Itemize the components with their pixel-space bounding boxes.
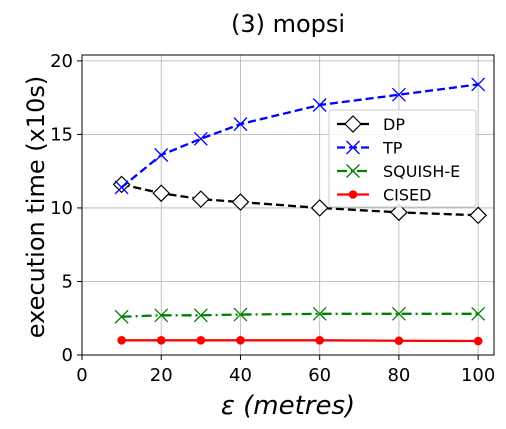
y-tick-label: 0 [62,345,73,366]
data-point [191,190,210,208]
legend-label: CISED [383,186,431,205]
data-point [233,117,248,132]
data-point [154,308,169,323]
data-point [391,306,406,321]
data-point [473,336,483,346]
data-point [156,335,166,345]
data-point [312,98,327,112]
data-point [112,175,131,194]
x-tick-label: 0 [76,365,87,386]
data-point [231,193,250,211]
data-point [469,206,488,225]
data-point [117,335,126,345]
legend-item: DP [337,115,405,134]
series-cised [117,335,483,346]
data-point [315,335,324,345]
legend-box [328,109,477,208]
data-point [114,309,129,324]
legend-marker [346,140,360,155]
y-tick-label: 20 [50,51,73,72]
legend-label: SQUISH-E [383,162,460,181]
data-point [390,203,408,222]
legend-item: CISED [337,186,431,205]
x-axis-label: ε (metres) [221,391,355,421]
data-point [471,77,486,92]
data-point [196,335,206,345]
x-axis-ticks: 0 20 40 60 80 100 [76,355,495,386]
data-point [193,308,208,323]
x-tick-label: 60 [308,365,331,386]
chart-title: (3) mopsi [231,10,345,38]
data-point [152,184,171,203]
x-tick-label: 40 [229,365,252,386]
x-tick-label: 100 [461,365,495,386]
plot-frame [81,54,495,356]
legend-item: SQUISH-E [337,162,460,181]
data-point [154,148,169,162]
series-line [121,312,479,318]
data-point [310,199,329,217]
y-axis-label: execution time (x10s) [22,76,50,338]
x-tick-label: 80 [387,365,410,386]
y-tick-label: 5 [62,271,73,292]
data-point [233,307,248,322]
x-tick-label: 20 [150,365,173,386]
data-point [193,131,208,146]
data-point [114,180,129,195]
legend-label: DP [383,115,405,134]
legend-marker [344,115,362,133]
series-line [121,339,479,343]
legend-label: TP [382,139,403,158]
data-point [391,87,406,102]
y-axis-ticks: 0 5 10 15 20 [50,51,82,366]
data-point [236,335,245,345]
data-point [471,306,486,321]
legend-item: TP [337,139,403,158]
legend: DP TP SQUISH-E CISED [328,109,477,208]
data-point [394,336,404,346]
series-layer [112,77,488,346]
y-tick-label: 10 [50,198,73,219]
legend-marker [348,190,358,199]
series-squish-e [114,306,486,324]
series-tp [114,77,486,195]
legend-marker [346,164,360,178]
y-tick-label: 15 [50,124,73,145]
data-point [312,306,327,321]
